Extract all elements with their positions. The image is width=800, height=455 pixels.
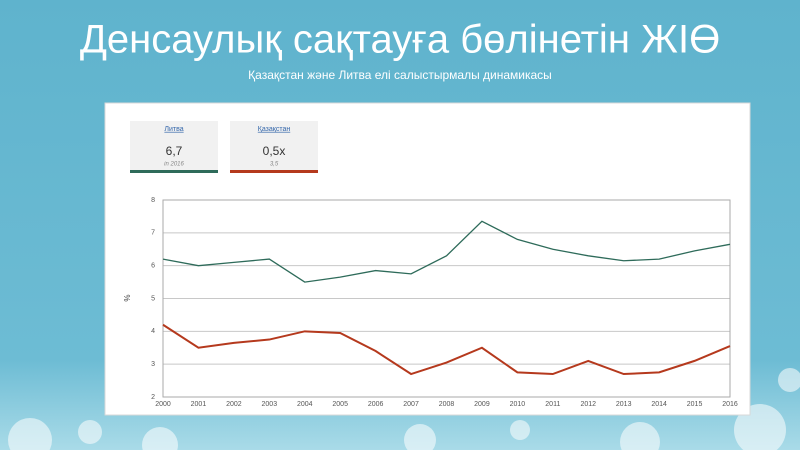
plot-border [162, 199, 731, 398]
legend-card-note: 3,5 [270, 162, 279, 168]
x-tick-label: 2006 [368, 401, 384, 408]
y-tick-label: 4 [151, 328, 155, 335]
x-tick-label: 2012 [580, 401, 596, 408]
y-tick-label: 8 [151, 197, 155, 204]
x-tick-label: 2015 [687, 401, 703, 408]
y-tick-label: 3 [151, 361, 155, 368]
legend-card-note: in 2016 [164, 162, 184, 168]
x-tick-label: 2000 [155, 401, 171, 408]
slide-subtitle: Қазақстан және Литва елі салыстырмалы ди… [248, 68, 552, 82]
x-tick-label: 2010 [510, 401, 526, 408]
legend-card [230, 121, 318, 173]
x-tick-label: 2013 [616, 401, 632, 408]
series-line [162, 323, 731, 376]
legend-card-name[interactable]: Қазақстан [258, 126, 291, 133]
x-tick-label: 2002 [226, 401, 242, 408]
series-line [162, 220, 731, 283]
y-tick-label: 5 [151, 295, 155, 302]
legend-card-value: 6,7 [166, 144, 183, 158]
x-tick-label: 2007 [403, 401, 419, 408]
x-tick-label: 2005 [332, 401, 348, 408]
x-tick-label: 2008 [439, 401, 455, 408]
y-axis-label: % [123, 294, 132, 301]
legend-card-name[interactable]: Литва [164, 126, 183, 133]
splash-decoration [8, 368, 800, 455]
x-tick-label: 2011 [545, 401, 560, 408]
legend-card [130, 121, 218, 173]
slide-title: Денсаулық сақтауға бөлінетін ЖІӨ [80, 18, 720, 62]
x-tick-label: 2004 [297, 401, 313, 408]
x-tick-label: 2003 [262, 401, 278, 408]
y-tick-label: 6 [151, 263, 155, 270]
x-tick-label: 2001 [191, 401, 207, 408]
legend-card-value: 0,5x [263, 144, 286, 158]
y-tick-label: 2 [151, 394, 155, 401]
legend-card-swatch [130, 170, 218, 173]
legend-card-swatch [230, 170, 318, 173]
y-tick-label: 7 [151, 230, 155, 237]
x-tick-label: 2014 [651, 401, 667, 408]
x-tick-label: 2016 [722, 401, 738, 408]
x-tick-label: 2009 [474, 401, 490, 408]
